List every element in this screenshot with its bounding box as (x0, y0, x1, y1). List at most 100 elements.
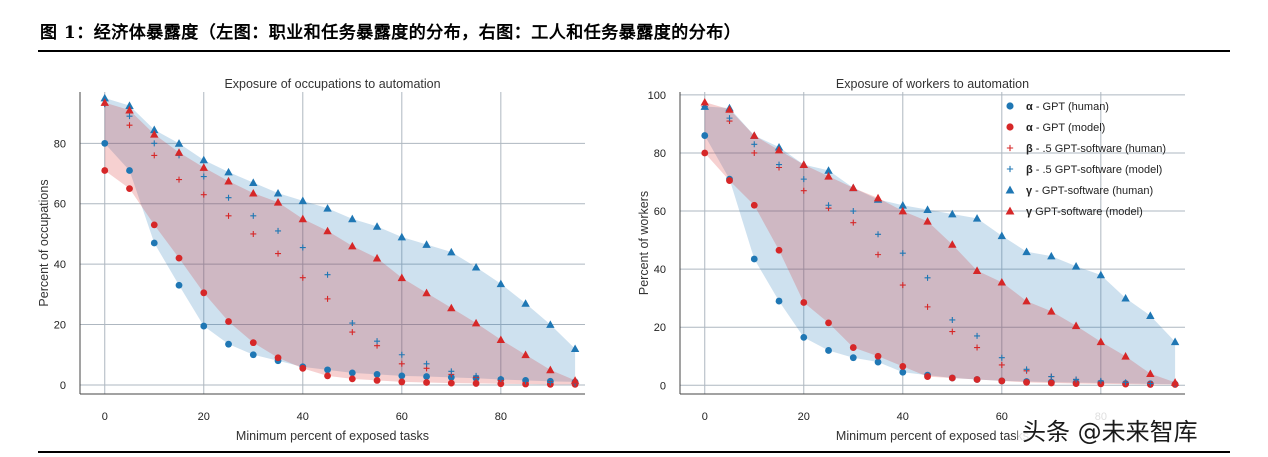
data-point (1022, 247, 1031, 256)
chart-title: Exposure of workers to automation (836, 77, 1029, 91)
data-point (899, 363, 907, 370)
data-point (349, 320, 356, 327)
data-point (949, 328, 956, 335)
data-point (497, 380, 505, 388)
data-point (398, 351, 405, 358)
data-point (547, 379, 554, 386)
data-point (126, 122, 133, 129)
data-point (150, 239, 158, 247)
legend-marker (1006, 102, 1014, 110)
x-tick-label: 0 (102, 411, 108, 423)
y-tick-label: 100 (648, 90, 666, 102)
data-point (373, 377, 381, 384)
data-point (323, 226, 332, 235)
x-tick-label: 20 (198, 411, 210, 423)
data-point (275, 250, 282, 257)
data-point (726, 115, 733, 122)
data-point (250, 230, 257, 237)
shaded-region (104, 102, 576, 385)
data-point (849, 344, 857, 351)
data-point (249, 178, 258, 186)
x-tick-label: 40 (297, 411, 309, 423)
data-point (423, 373, 430, 380)
data-point (899, 368, 907, 376)
x-axis-label: Minimum percent of exposed tasks (836, 429, 1029, 443)
legend-marker (1005, 206, 1015, 215)
data-point (349, 329, 356, 336)
data-point (125, 105, 134, 114)
data-point (299, 364, 307, 372)
data-point (850, 208, 857, 215)
data-point (875, 231, 882, 238)
figure-title: 图 1：经济体暴露度（左图：职业和任务暴露度的分布，右图：工人和任务暴露度的分布… (40, 23, 742, 43)
data-point (726, 177, 733, 184)
data-point (200, 322, 208, 330)
data-point (126, 185, 133, 193)
y-tick-label: 60 (54, 199, 66, 211)
data-point (1146, 311, 1155, 319)
legend-label: α - GPT (model) (1026, 122, 1105, 134)
series-circle-red (701, 149, 1179, 388)
data-point (298, 214, 307, 223)
data-point (1073, 376, 1080, 383)
data-point (372, 222, 382, 230)
bottom-rule (38, 451, 1230, 453)
legend-label: γ GPT-software (model) (1026, 206, 1143, 218)
data-point (398, 372, 406, 380)
data-point (522, 378, 529, 385)
data-point (1071, 262, 1081, 270)
y-tick-label: 0 (60, 380, 66, 392)
data-point (873, 193, 883, 202)
data-point (1022, 296, 1031, 305)
data-point (800, 176, 807, 183)
y-tick-label: 40 (654, 264, 666, 276)
data-point (249, 339, 257, 347)
data-point (849, 183, 858, 192)
data-point (100, 93, 109, 102)
data-point (800, 299, 808, 306)
data-point (274, 354, 282, 362)
data-point (422, 288, 431, 297)
data-point (275, 227, 282, 234)
data-point (199, 155, 208, 164)
data-point (448, 368, 455, 375)
data-point (972, 214, 982, 222)
x-tick-label: 0 (702, 411, 708, 423)
data-point (725, 105, 734, 113)
data-point (924, 303, 931, 310)
data-point (225, 318, 232, 325)
data-point (1147, 380, 1154, 387)
data-point (1071, 321, 1081, 330)
data-point (125, 101, 134, 109)
data-point (875, 251, 882, 258)
series-triangle-red (700, 97, 1180, 386)
data-point (200, 191, 207, 198)
y-tick-label: 40 (54, 259, 66, 271)
data-point (899, 250, 906, 257)
data-point (373, 370, 381, 378)
data-point (998, 377, 1006, 385)
data-point (1047, 379, 1055, 387)
data-point (126, 113, 133, 120)
data-point (249, 188, 258, 197)
y-tick-label: 0 (660, 380, 666, 392)
data-point (324, 366, 331, 374)
data-point (151, 152, 158, 159)
y-axis-label: Percent of workers (637, 191, 651, 295)
legend-marker (1006, 123, 1014, 131)
watermark: 头条 @未来智库 (1018, 412, 1202, 447)
data-point (974, 344, 981, 351)
data-point (800, 333, 808, 341)
data-point (126, 167, 133, 174)
data-point (924, 373, 931, 380)
data-point (174, 139, 184, 147)
legend-label: β - .5 GPT-software (model) (1026, 164, 1162, 176)
data-point (521, 299, 530, 307)
data-point (200, 289, 208, 297)
data-point (150, 125, 159, 134)
data-point (776, 161, 783, 168)
shaded-region (704, 106, 1176, 385)
data-point (973, 376, 981, 383)
data-point (372, 253, 382, 262)
data-point (423, 379, 430, 386)
